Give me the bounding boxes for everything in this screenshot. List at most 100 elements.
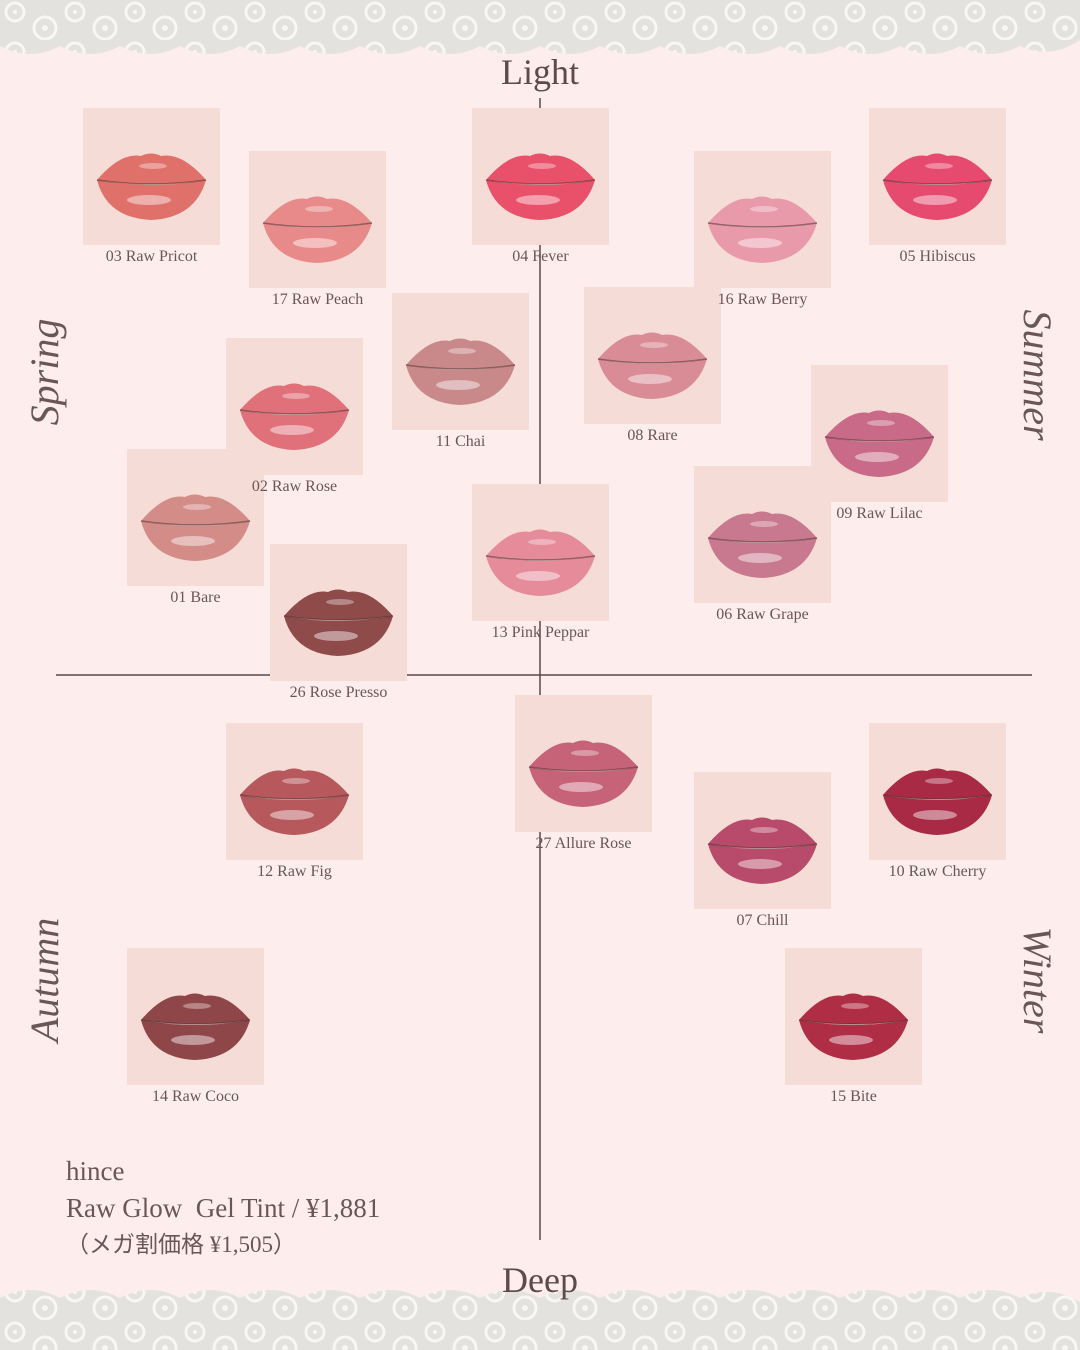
- lower-lip: [284, 616, 393, 656]
- lip-gloss: [171, 1035, 215, 1045]
- lip-gloss: [925, 778, 953, 784]
- upper-lip: [486, 153, 595, 184]
- lace-top: [0, 0, 1080, 54]
- lower-lip: [708, 223, 817, 263]
- lip-line: [798, 1019, 909, 1025]
- swatch: [127, 948, 264, 1085]
- swatch: [869, 108, 1006, 245]
- upper-lip: [598, 332, 707, 363]
- swatch-label: 16 Raw Berry: [718, 291, 808, 308]
- lip-gloss: [925, 163, 953, 169]
- swatch: [270, 544, 407, 681]
- lip-gloss: [516, 571, 560, 581]
- swatch: [472, 484, 609, 621]
- lip-line: [405, 364, 516, 370]
- swatch-label: 10 Raw Cherry: [889, 863, 987, 880]
- lower-lip: [708, 538, 817, 578]
- lip-gloss: [559, 782, 603, 792]
- lip-gloss: [750, 206, 778, 212]
- lip-gloss: [528, 539, 556, 545]
- lower-lip: [486, 556, 595, 596]
- lip-gloss: [829, 1035, 873, 1045]
- swatch-label: 08 Rare: [627, 427, 677, 444]
- lip-gloss: [571, 750, 599, 756]
- lip-gloss: [314, 631, 358, 641]
- lip-gloss: [183, 504, 211, 510]
- sale-price: （メガ割価格 ¥1,505）: [66, 1232, 296, 1257]
- swatch: [515, 695, 652, 832]
- swatch: [811, 365, 948, 502]
- swatch-label: 17 Raw Peach: [272, 291, 364, 308]
- lower-lip: [883, 795, 992, 835]
- swatch-label: 02 Raw Rose: [252, 478, 337, 495]
- lower-lip: [486, 180, 595, 220]
- swatch: [694, 466, 831, 603]
- upper-lip: [263, 196, 372, 227]
- lip-line: [528, 766, 639, 772]
- lip-gloss: [305, 206, 333, 212]
- swatch-label: 03 Raw Pricot: [106, 248, 198, 265]
- upper-lip: [284, 589, 393, 620]
- swatch: [584, 287, 721, 424]
- swatch-group: [83, 108, 1006, 1085]
- swatch-label: 11 Chai: [436, 433, 486, 450]
- swatch-label: 01 Bare: [170, 589, 220, 606]
- lip-line: [597, 358, 708, 364]
- lip-gloss: [282, 393, 310, 399]
- lip-line: [707, 843, 818, 849]
- lip-gloss: [841, 1003, 869, 1009]
- upper-lip: [406, 338, 515, 369]
- lip-gloss: [270, 425, 314, 435]
- lip-gloss: [270, 810, 314, 820]
- lip-line: [707, 222, 818, 228]
- lip-line: [262, 222, 373, 228]
- lip-gloss: [528, 163, 556, 169]
- lower-lip: [883, 180, 992, 220]
- lip-gloss: [913, 195, 957, 205]
- lower-lip: [529, 767, 638, 807]
- lip-gloss: [516, 195, 560, 205]
- lip-gloss: [738, 859, 782, 869]
- upper-lip: [883, 768, 992, 799]
- lip-gloss: [640, 342, 668, 348]
- axis-top-label: Light: [501, 52, 579, 92]
- lip-line: [707, 537, 818, 543]
- lip-gloss: [326, 599, 354, 605]
- swatch-label: 14 Raw Coco: [152, 1088, 239, 1105]
- lip-gloss: [293, 238, 337, 248]
- lip-line: [283, 615, 394, 621]
- upper-lip: [141, 993, 250, 1024]
- swatch-label: 13 Pink Peppar: [492, 624, 590, 641]
- upper-lip: [708, 511, 817, 542]
- upper-lip: [799, 993, 908, 1024]
- lip-line: [485, 555, 596, 561]
- lower-lip: [240, 795, 349, 835]
- swatch-label: 27 Allure Rose: [536, 835, 632, 852]
- lip-line: [140, 520, 251, 526]
- swatch-label: 12 Raw Fig: [257, 863, 332, 880]
- lip-gloss: [282, 778, 310, 784]
- lip-line: [239, 409, 350, 415]
- swatch: [472, 108, 609, 245]
- upper-lip: [825, 410, 934, 441]
- lower-lip: [825, 437, 934, 477]
- lip-line: [96, 179, 207, 185]
- lip-gloss: [750, 827, 778, 833]
- season-label: Summer: [1015, 309, 1060, 441]
- swatch: [694, 772, 831, 909]
- upper-lip: [883, 153, 992, 184]
- brand: hince: [66, 1156, 124, 1186]
- axis-bottom-label: Deep: [502, 1260, 578, 1300]
- swatch: [392, 293, 529, 430]
- lip-gloss: [183, 1003, 211, 1009]
- lip-line: [882, 794, 993, 800]
- upper-lip: [486, 529, 595, 560]
- lip-gloss: [738, 238, 782, 248]
- swatch: [869, 723, 1006, 860]
- season-label: Autumn: [22, 918, 67, 1045]
- season-label: Winter: [1015, 927, 1060, 1034]
- lip-gloss: [127, 195, 171, 205]
- swatch-label: 26 Rose Presso: [290, 684, 388, 701]
